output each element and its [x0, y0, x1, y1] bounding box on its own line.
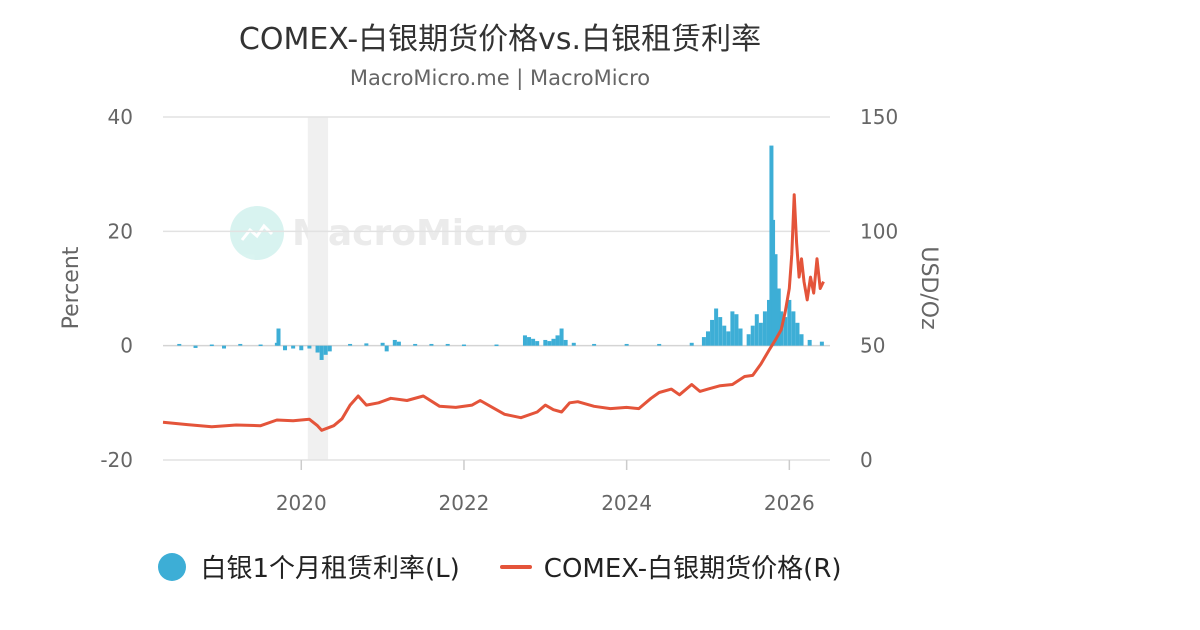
lease-rate-bar	[766, 299, 771, 346]
lease-rate-bar	[746, 334, 751, 346]
lease-rate-bar	[319, 345, 324, 360]
lease-rate-bar	[384, 345, 389, 352]
lease-rate-bar	[758, 322, 763, 346]
lease-rate-bar	[819, 341, 824, 346]
lease-rate-bar	[461, 344, 466, 347]
lease-rate-bar	[795, 322, 800, 346]
y-right-tick-label: 100	[860, 219, 898, 243]
legend-swatch-silver-price	[499, 564, 532, 569]
lease-rate-bar	[710, 319, 715, 346]
legend-label-lease-rate: 白银1个月租赁利率(L)	[200, 554, 460, 584]
lease-rate-bar	[787, 299, 792, 346]
lease-rate-bar	[380, 342, 385, 346]
y-left-tick-label: 0	[120, 334, 133, 358]
watermark-logo-icon	[230, 206, 284, 260]
lease-rate-bar	[705, 331, 710, 346]
y-right-axis-title: USD/Oz	[916, 246, 941, 329]
lease-rate-bar	[535, 341, 540, 346]
lease-rate-bar	[177, 343, 182, 346]
lease-rate-bar	[551, 338, 556, 346]
lease-rate-bar	[283, 345, 288, 351]
lease-rate-bar	[209, 344, 214, 347]
y-right-tick-label: 50	[860, 334, 885, 358]
legend-swatch-lease-rate	[158, 552, 187, 581]
recession-shading	[307, 117, 329, 460]
y-left-tick-label: 20	[108, 219, 133, 243]
chart-title: COMEX-白银期货价格vs.白银租赁利率	[238, 22, 762, 57]
x-tick-label: 2022	[439, 491, 490, 515]
lease-rate-bar	[571, 342, 576, 346]
silver-price-line	[162, 193, 825, 432]
lease-rate-bar	[750, 325, 755, 346]
x-tick-label: 2020	[276, 491, 327, 515]
lease-rate-bar	[776, 288, 781, 346]
lease-rate-bar	[276, 328, 281, 346]
lease-rate-bar	[773, 254, 778, 346]
lease-rate-bar	[738, 328, 743, 346]
lease-rate-bar	[734, 314, 739, 346]
lease-rate-bar	[494, 344, 499, 347]
legend: 白银1个月租赁利率(L) COMEX-白银期货价格(R)	[0, 548, 1000, 585]
lease-rate-bar	[291, 345, 296, 349]
lease-rate-bar	[762, 311, 767, 346]
y-left-axis-title: Percent	[59, 246, 84, 329]
watermark: MacroMicro	[230, 206, 528, 260]
lease-rate-bar	[730, 311, 735, 346]
legend-item-silver-price[interactable]: COMEX-白银期货价格(R)	[499, 548, 842, 585]
lease-rate-bar	[364, 343, 369, 346]
legend-item-lease-rate[interactable]: 白银1个月租赁利率(L)	[158, 548, 460, 585]
lease-rate-bar	[559, 328, 564, 346]
lease-rate-bar	[396, 341, 401, 346]
lease-rate-bar	[799, 334, 804, 346]
lease-rate-bar	[624, 343, 629, 346]
lease-rate-bar	[754, 314, 759, 346]
lease-rate-bar	[547, 341, 552, 346]
lease-rate-bar	[323, 345, 328, 355]
lease-rate-bar	[563, 339, 568, 346]
lease-rate-bar	[315, 345, 320, 353]
lease-rate-bar	[531, 338, 536, 346]
lease-rate-bar	[807, 339, 812, 346]
watermark-text: MacroMicro	[292, 212, 528, 254]
lease-rate-bar	[689, 342, 694, 346]
lease-rate-bar	[348, 343, 353, 346]
legend-label-silver-price: COMEX-白银期货价格(R)	[543, 554, 842, 584]
x-tick-label: 2024	[601, 491, 652, 515]
lease-rate-bar	[445, 343, 450, 346]
x-tick-label: 2026	[764, 491, 815, 515]
y-right-tick-label: 0	[860, 448, 873, 472]
lease-rate-bar	[783, 317, 788, 346]
lease-rate-bar	[722, 325, 727, 346]
lease-rate-bar	[555, 335, 560, 346]
lease-rate-bar	[718, 317, 723, 346]
lease-rate-bar	[791, 311, 796, 346]
lease-rate-bar	[413, 343, 418, 346]
lease-rate-bar	[307, 345, 312, 349]
lease-rate-bar	[392, 339, 397, 346]
lease-rate-bar	[222, 345, 227, 349]
lease-rate-bar	[701, 337, 706, 346]
lease-rate-bar	[522, 335, 527, 346]
lease-rate-bar	[193, 345, 198, 348]
chart-subtitle: MacroMicro.me | MacroMicro	[349, 66, 651, 90]
lease-rate-bar	[657, 343, 662, 346]
lease-rate-bar	[714, 308, 719, 346]
lease-rate-bar	[527, 337, 532, 346]
lease-rate-bar	[771, 219, 776, 346]
lease-rate-bar	[429, 343, 434, 346]
y-left-tick-label: -20	[100, 448, 133, 472]
lease-rate-bar	[543, 339, 548, 346]
y-left-tick-label: 40	[108, 105, 133, 129]
lease-rate-bar	[592, 343, 597, 346]
lease-rate-bar	[258, 344, 263, 347]
lease-rate-bar	[238, 343, 243, 346]
y-right-tick-label: 150	[860, 105, 898, 129]
lease-rate-bar	[726, 331, 731, 346]
lease-rate-bar	[327, 345, 332, 352]
lease-rate-bar	[299, 345, 304, 351]
